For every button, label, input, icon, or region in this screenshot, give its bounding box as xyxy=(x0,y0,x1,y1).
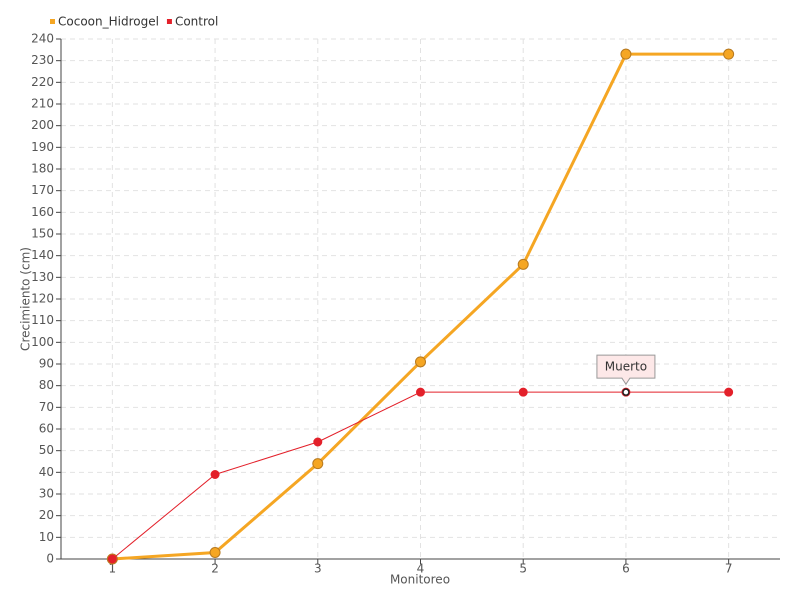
y-tick-label: 0 xyxy=(46,552,54,566)
x-tick-label: 5 xyxy=(519,562,527,576)
y-tick-label: 30 xyxy=(39,487,54,501)
annotation-box xyxy=(596,354,656,386)
data-point xyxy=(517,258,529,270)
data-point xyxy=(210,470,220,479)
y-axis-label: Crecimiento (cm) xyxy=(19,247,33,351)
data-point xyxy=(209,547,221,558)
x-tick-label: 7 xyxy=(725,562,733,576)
legend-label: Control xyxy=(175,15,218,29)
y-tick-label: 130 xyxy=(31,270,54,284)
y-tick-label: 190 xyxy=(31,140,54,154)
y-tick-label: 50 xyxy=(39,443,54,457)
x-tick-label: 2 xyxy=(211,562,219,576)
data-point xyxy=(313,437,323,447)
x-tick-label: 1 xyxy=(109,562,117,576)
x-tick-label: 4 xyxy=(417,562,425,576)
legend-marker xyxy=(50,19,55,24)
y-tick-label: 140 xyxy=(31,248,54,262)
data-point xyxy=(107,554,117,564)
y-tick-label: 210 xyxy=(31,97,54,111)
y-tick-label: 20 xyxy=(39,508,54,522)
y-tick-label: 80 xyxy=(39,378,54,392)
y-tick-label: 40 xyxy=(39,465,54,479)
annotation-label: Muerto xyxy=(605,360,647,374)
x-axis-label: Monitoreo xyxy=(390,573,450,587)
data-point xyxy=(724,387,734,397)
data-point xyxy=(415,356,426,368)
y-tick-label: 160 xyxy=(31,205,54,219)
data-point xyxy=(416,387,425,397)
y-tick-label: 110 xyxy=(31,313,54,327)
y-tick-label: 240 xyxy=(31,32,54,46)
annotation-point xyxy=(622,388,630,396)
y-tick-label: 220 xyxy=(31,75,54,89)
legend-marker xyxy=(166,19,172,24)
y-tick-label: 90 xyxy=(39,357,54,371)
legend-label: Cocoon_Hidrogel xyxy=(58,15,159,29)
data-point xyxy=(312,458,324,470)
y-tick-label: 70 xyxy=(39,400,54,414)
data-point xyxy=(518,387,528,397)
y-tick-label: 10 xyxy=(39,530,54,544)
y-tick-label: 200 xyxy=(31,118,54,132)
y-tick-label: 120 xyxy=(31,292,54,306)
y-tick-label: 150 xyxy=(31,227,54,241)
y-tick-label: 60 xyxy=(39,422,54,436)
y-tick-label: 170 xyxy=(31,183,54,197)
data-point xyxy=(620,48,632,60)
x-tick-label: 6 xyxy=(622,562,630,576)
y-tick-label: 100 xyxy=(31,335,54,349)
y-tick-label: 230 xyxy=(31,53,54,67)
x-tick-label: 3 xyxy=(314,562,322,576)
data-point xyxy=(723,48,735,60)
y-tick-label: 180 xyxy=(31,162,54,176)
